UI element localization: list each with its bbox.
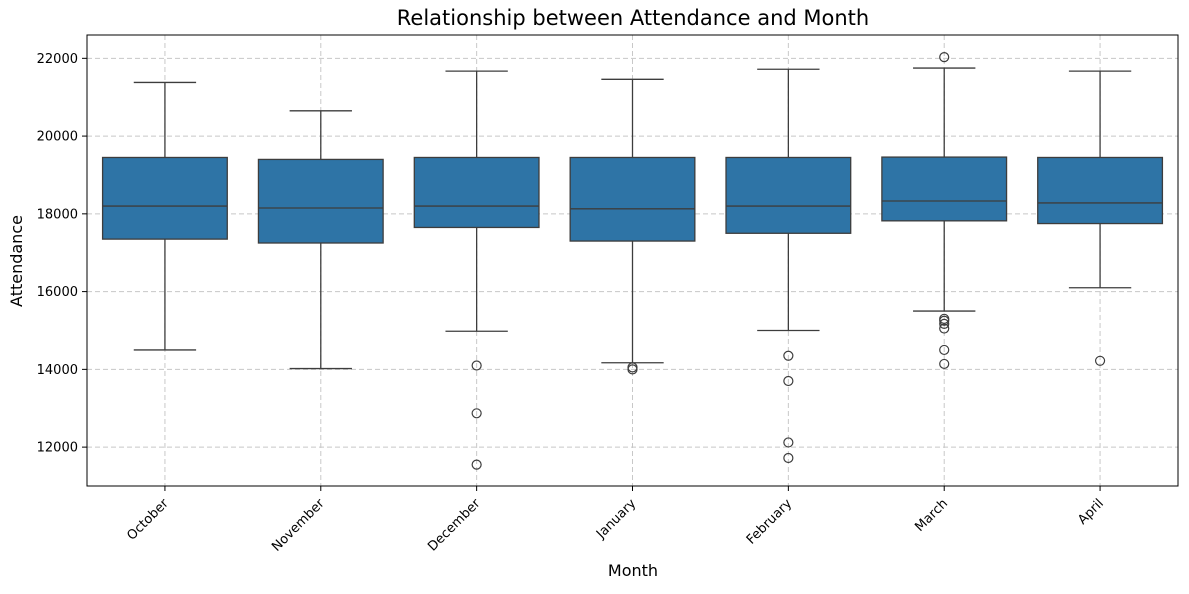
iqr-box [413,156,540,229]
outlier-point [783,375,794,387]
y-axis-label: Attendance [7,215,26,307]
box-group-october [101,81,228,351]
outlier-point [783,437,794,448]
outlier-point [939,344,950,356]
outlier-point [471,459,482,470]
x-tick-label: January [593,496,639,542]
outlier-point [939,323,950,334]
axis-layer: 12000 14000 16000 18000 20000 22000 October Nov… [37,52,1107,555]
y-tick-label: 14000 [37,363,78,378]
outlier-point [939,52,950,63]
y-tick-label: 18000 [37,207,78,222]
outlier-point [939,318,950,329]
iqr-box [881,156,1008,222]
iqr-box [725,156,852,234]
box-group-november [257,110,384,370]
chart-title: Relationship between Attendance and Mont… [397,6,869,30]
box-group-april [1037,70,1164,366]
outlier-point [471,408,482,419]
iqr-box [569,156,696,242]
outlier-point [939,315,950,326]
box-group-march [881,52,1008,370]
outlier-point [939,358,950,370]
box-group-february [725,68,852,464]
box-group-january [569,78,696,375]
x-axis-label: Month [608,561,658,580]
iqr-box [1037,156,1164,225]
outlier-point [1094,355,1106,366]
x-tick-label: October [124,496,172,544]
x-tick-label: February [744,496,796,548]
outlier-point [783,452,794,464]
y-tick-label: 16000 [37,285,78,300]
iqr-box [257,158,384,244]
y-tick-label: 20000 [37,130,78,145]
y-tick-label: 22000 [37,52,78,67]
outlier-point [471,360,482,371]
x-tick-label: December [425,496,484,555]
y-tick-label: 12000 [37,441,78,456]
box-layer [101,52,1164,470]
x-tick-label: April [1075,496,1107,528]
outlier-point [783,350,794,361]
x-tick-label: March [912,496,951,535]
iqr-box [101,156,228,240]
outlier-point [627,364,638,375]
box-group-december [413,70,540,470]
x-tick-label: November [269,496,328,555]
